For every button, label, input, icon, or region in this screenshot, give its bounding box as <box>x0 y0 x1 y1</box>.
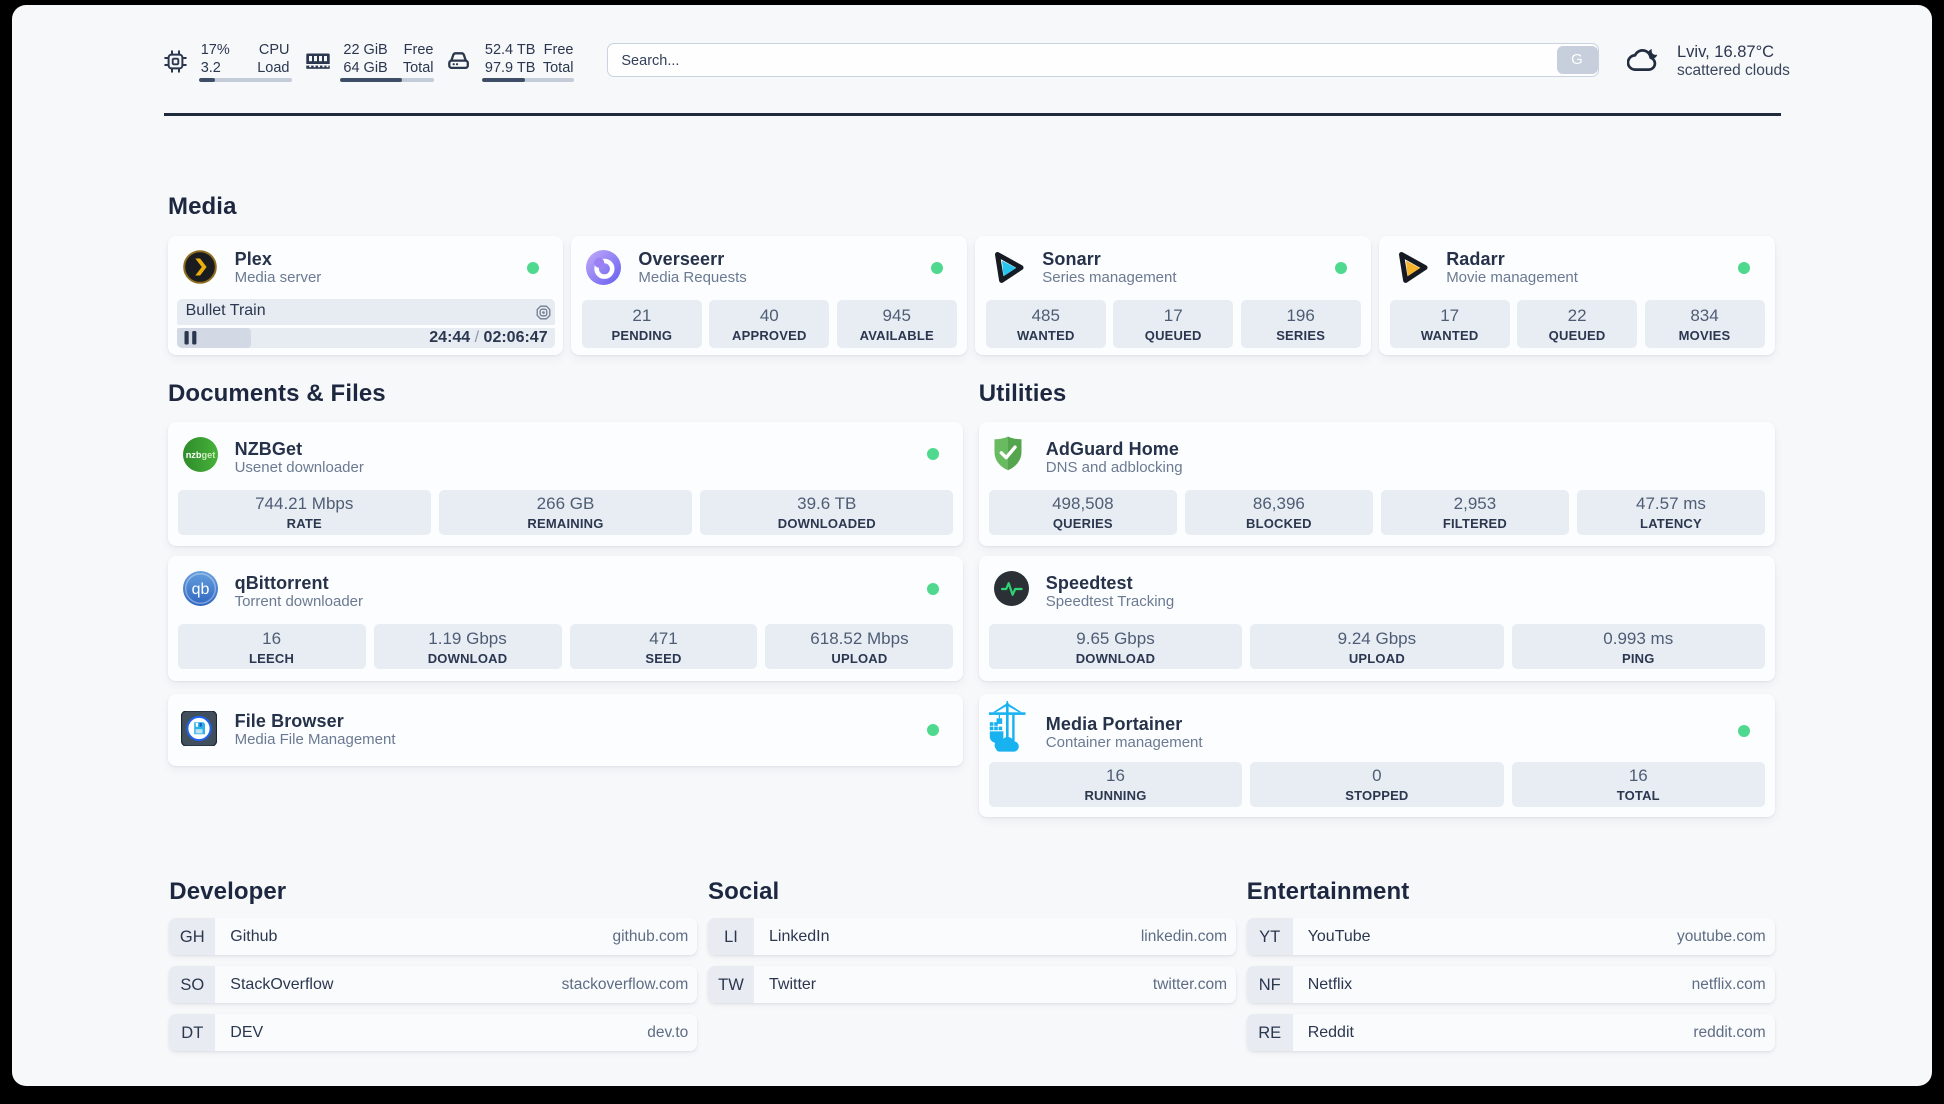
svg-text:nzbget: nzbget <box>185 449 215 459</box>
svg-text:qb: qb <box>191 581 209 598</box>
